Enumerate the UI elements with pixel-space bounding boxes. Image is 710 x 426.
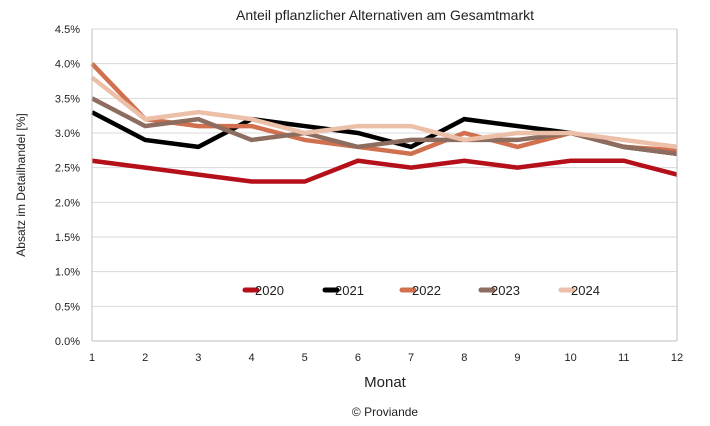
x-tick-label: 7 <box>408 352 414 364</box>
y-tick-label: 4.0% <box>55 59 80 71</box>
x-tick-label: 6 <box>355 352 361 364</box>
x-tick-label: 4 <box>248 352 254 364</box>
x-tick-label: 10 <box>565 352 577 364</box>
series-line-2024 <box>90 75 678 150</box>
legend-label-2021: 2021 <box>335 283 364 298</box>
y-tick-label: 0.0% <box>55 336 80 348</box>
x-tick-label: 12 <box>671 352 683 364</box>
y-tick-label: 0.5% <box>55 301 80 313</box>
y-tick-label: 2.5% <box>55 163 80 175</box>
x-tick-label: 5 <box>302 352 308 364</box>
x-tick-label: 2 <box>142 352 148 364</box>
x-tick-label: 9 <box>514 352 520 364</box>
copyright-footer: © Proviande <box>352 405 419 419</box>
y-tick-label: 3.0% <box>55 128 80 140</box>
x-tick-label: 3 <box>195 352 201 364</box>
x-axis-label: Monat <box>364 374 407 391</box>
x-tick-label: 1 <box>89 352 95 364</box>
chart-title: Anteil pflanzlicher Alternativen am Gesa… <box>236 7 534 23</box>
y-tick-label: 3.5% <box>55 93 80 105</box>
series-line-2020 <box>91 158 678 184</box>
legend-label-2023: 2023 <box>491 283 520 298</box>
y-tick-label: 4.5% <box>55 24 80 36</box>
y-tick-label: 1.5% <box>55 232 80 244</box>
legend-label-2022: 2022 <box>412 283 441 298</box>
y-tick-label: 2.0% <box>55 197 80 209</box>
x-tick-label: 8 <box>461 352 467 364</box>
y-axis-label: Absatz im Detailhandel [%] <box>14 113 28 256</box>
x-tick-label: 11 <box>618 352 629 364</box>
y-tick-label: 1.0% <box>55 267 80 279</box>
legend-label-2024: 2024 <box>571 283 600 298</box>
legend-label-2020: 2020 <box>255 283 284 298</box>
